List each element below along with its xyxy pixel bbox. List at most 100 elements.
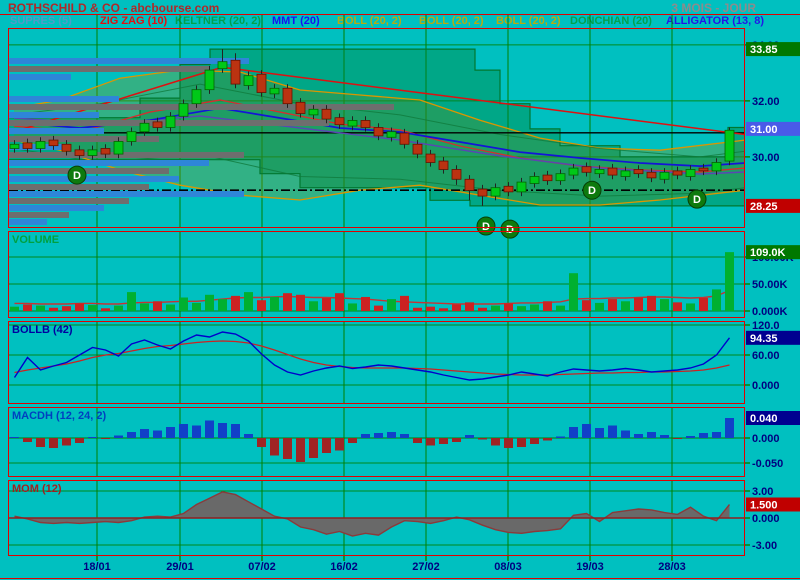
volume-bar — [179, 297, 188, 311]
svg-text:60.00: 60.00 — [752, 350, 780, 362]
macdh-bar — [231, 424, 240, 438]
volume-bar — [647, 295, 656, 311]
macdh-bar — [62, 438, 71, 446]
bollb-panel[interactable] — [9, 322, 744, 403]
macdh-last-value-badge: 0.040 — [746, 411, 800, 425]
mom-area — [14, 491, 730, 536]
svg-text:16/02: 16/02 — [330, 561, 358, 573]
macdh-bar — [387, 432, 396, 438]
macdh-bar — [218, 423, 227, 438]
donchian-signal-marker: D — [582, 180, 602, 200]
macdh-bar — [257, 438, 266, 447]
volume-bar — [88, 305, 97, 311]
volume-last-value-badge: 109.0K — [746, 245, 800, 260]
indicator-row-grid — [96, 15, 673, 28]
volume-bar — [595, 302, 604, 311]
volume-bar — [465, 302, 474, 311]
price-border — [8, 28, 745, 228]
svg-text:28.25: 28.25 — [750, 201, 778, 213]
candle — [386, 131, 397, 138]
svg-text:0.040: 0.040 — [750, 413, 778, 425]
macdh-bar — [166, 427, 175, 438]
volume-bar — [283, 293, 292, 311]
price-panel-border — [8, 28, 745, 228]
volume-bar — [556, 305, 565, 311]
macdh-bar — [49, 438, 58, 448]
candle — [347, 120, 358, 127]
macdh-bar — [413, 438, 422, 443]
candle — [282, 87, 293, 105]
macdh-bar — [309, 438, 318, 458]
macdh-bar — [621, 430, 630, 438]
indicator-label-1[interactable]: ZIG ZAG (10) — [100, 15, 168, 27]
donchian-signal-marker: D — [67, 165, 87, 185]
macdh-bar — [556, 436, 565, 438]
svg-text:VOLUME: VOLUME — [12, 234, 59, 246]
volume-bar — [491, 305, 500, 311]
volume-bar — [712, 289, 721, 311]
candle — [230, 59, 241, 85]
volume-bar — [374, 305, 383, 311]
mom-panel[interactable] — [9, 481, 744, 555]
macdh-panel[interactable] — [9, 408, 744, 476]
volume-bar — [387, 299, 396, 311]
volume-bar — [634, 297, 643, 311]
candle — [48, 139, 59, 147]
indicator-label-8[interactable]: ALLIGATOR (13, 8) — [666, 15, 764, 27]
volume-bar — [699, 298, 708, 311]
panel-title-macdh: MACDH (12, 24, 2) — [12, 410, 106, 422]
bollb-y-axis: 120.0 60.00 0.000 — [745, 320, 780, 392]
macdh-bar — [283, 438, 292, 459]
macdh-bar — [725, 418, 734, 438]
donchian-top-line — [8, 48, 745, 158]
candle — [490, 187, 501, 197]
macdh-bar — [569, 427, 578, 438]
macdh-y-axis: 0.000 -0.050 — [745, 433, 783, 470]
candle — [412, 143, 423, 155]
candle — [178, 103, 189, 117]
panel-title-volume: VOLUME — [12, 234, 59, 246]
svg-text:29/01: 29/01 — [166, 561, 194, 573]
candle — [594, 169, 605, 175]
candle — [243, 75, 254, 86]
macdh-bar — [348, 438, 357, 443]
candle — [373, 127, 384, 137]
svg-text:D: D — [693, 194, 701, 206]
indicator-label-3[interactable]: MMT (20) — [272, 15, 320, 27]
x-axis: 18/01 29/01 07/02 16/02 27/02 08/03 19/03 28/03 — [0, 556, 800, 579]
svg-text:50.00K: 50.00K — [752, 279, 788, 291]
macdh-bar — [426, 438, 435, 446]
volume-bar — [23, 304, 32, 311]
indicator-label-5[interactable]: BOLL (20, 2) — [419, 15, 484, 27]
volume-bar — [231, 295, 240, 311]
volume-panel[interactable] — [9, 232, 744, 317]
volume-bar — [400, 295, 409, 311]
indicator-label-6[interactable]: BOLL (20, 2) — [496, 15, 561, 27]
macdh-bar — [595, 428, 604, 438]
macdh-bar — [712, 432, 721, 438]
indicator-label-2[interactable]: KELTNER (20, 2) — [175, 15, 261, 27]
candle — [633, 169, 644, 175]
bollb-signal-line — [14, 340, 730, 376]
indicator-label-0[interactable]: SUPRES (5) — [10, 15, 72, 27]
volume-bar — [153, 301, 162, 311]
macdh-bar — [608, 425, 617, 438]
candle — [139, 122, 150, 133]
keltner-upper-line — [13, 83, 746, 158]
svg-text:0.000: 0.000 — [752, 513, 780, 525]
candle — [711, 162, 722, 172]
svg-text:MACDH (12, 24, 2): MACDH (12, 24, 2) — [12, 410, 106, 422]
volume-bars — [10, 252, 734, 311]
candle — [399, 132, 410, 145]
macdh-panel-border — [8, 407, 745, 477]
price-last-value-badge: 31.00 — [746, 121, 800, 136]
volume-bar — [49, 307, 58, 311]
price-last-value-badge: 33.85 — [746, 42, 800, 57]
candle — [568, 167, 579, 176]
volume-bar — [114, 305, 123, 311]
indicator-label-4[interactable]: BOLL (20, 2) — [337, 15, 402, 27]
macdh-bar — [478, 438, 487, 440]
svg-text:D: D — [73, 170, 81, 182]
macdh-bar — [335, 438, 344, 451]
